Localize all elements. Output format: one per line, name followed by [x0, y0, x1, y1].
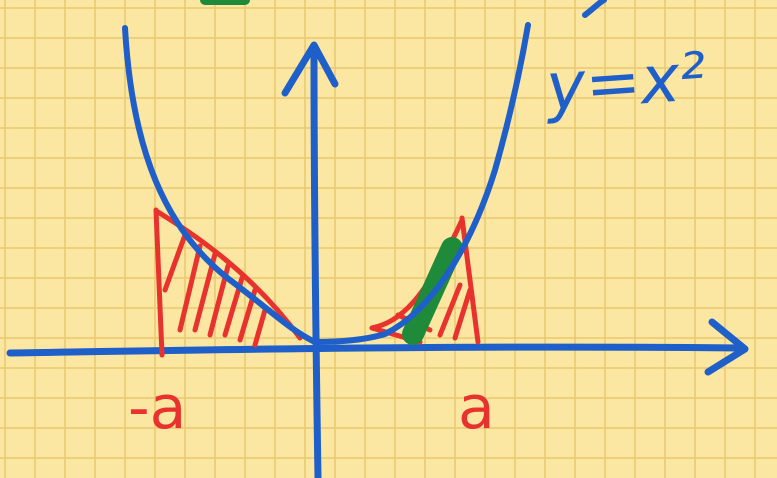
- y-axis-arrowhead: [281, 41, 339, 97]
- curve-stroke-top-right: [582, 0, 607, 18]
- right-bound-label: a: [458, 373, 495, 443]
- curve-label: y=x²: [542, 38, 709, 126]
- left-bound-label: -a: [128, 373, 186, 443]
- y-axis: [310, 48, 322, 478]
- left-shaded-region: [153, 207, 303, 358]
- x-axis: [6, 343, 744, 357]
- parabola-curve: [122, 22, 531, 346]
- x-axis-arrowhead: [704, 318, 749, 376]
